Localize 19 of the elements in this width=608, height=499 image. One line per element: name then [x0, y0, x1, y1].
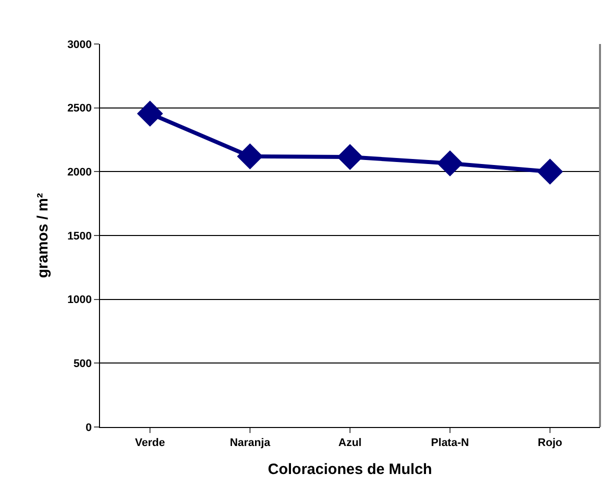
x-tick-label: Naranja: [230, 437, 272, 450]
y-tick-label: 0: [86, 422, 92, 434]
x-tick-label: Rojo: [538, 437, 562, 450]
y-tick-label: 500: [73, 358, 92, 370]
y-tick-label: 2500: [67, 102, 92, 115]
point: [337, 144, 363, 170]
x-tick-label: Azul: [338, 437, 362, 450]
point: [537, 158, 563, 185]
y-tick-label: 3000: [67, 38, 92, 51]
point: [237, 143, 263, 170]
point: [137, 100, 163, 127]
y-axis-title: gramos / m²: [34, 192, 52, 278]
x-tick-label: Plata-N: [431, 437, 469, 450]
x-axis-title: Coloraciones de Mulch: [268, 461, 432, 478]
y-tick-label: 1500: [67, 230, 92, 242]
y-tick-label: 2000: [67, 166, 92, 179]
y-tick-label: 1000: [67, 294, 92, 306]
x-tick-label: Verde: [135, 437, 165, 450]
point: [437, 150, 463, 176]
